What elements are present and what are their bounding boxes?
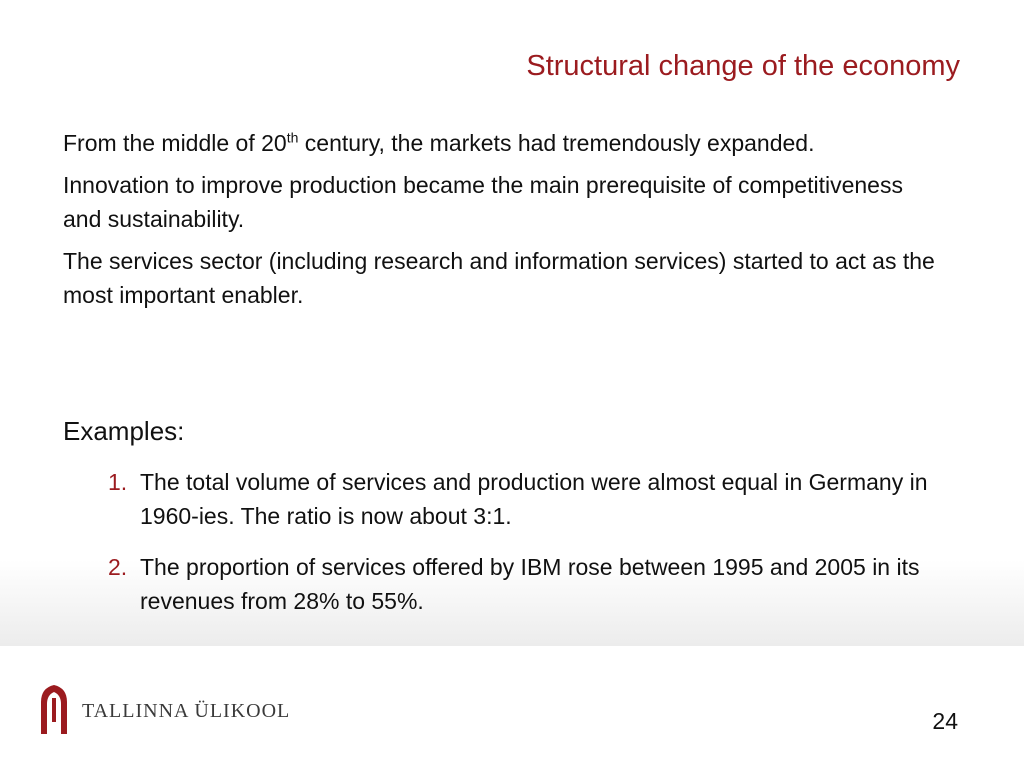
paragraph-markets-text-end: century, the markets had tremendously ex… [298, 130, 815, 156]
paragraph-innovation: Innovation to improve production became … [63, 172, 903, 232]
background-gradient-band [0, 560, 1024, 646]
list-item-number: 2. [108, 554, 128, 580]
list-item: 2. The proportion of services offered by… [108, 550, 968, 618]
paragraph-markets-text-start: From the middle of 20 [63, 130, 287, 156]
ordinal-superscript: th [286, 129, 299, 146]
paragraph-services: The services sector (including research … [63, 248, 935, 308]
slide-title: Structural change of the economy [526, 50, 960, 82]
paragraph-markets: From the middle of 20th century, the mar… [63, 126, 943, 160]
list-item: 1. The total volume of services and prod… [108, 465, 968, 533]
list-item-number: 1. [108, 469, 128, 495]
slide-body: From the middle of 20th century, the mar… [63, 126, 943, 320]
university-arch-icon [41, 685, 67, 734]
examples-list: 1. The total volume of services and prod… [108, 465, 968, 635]
examples-heading: Examples: [63, 416, 185, 446]
page-number: 24 [932, 708, 958, 734]
list-item-text: The total volume of services and product… [140, 469, 928, 529]
university-name: TALLINNA ÜLIKOOL [82, 699, 291, 722]
footer [0, 646, 1024, 768]
list-item-text: The proportion of services offered by IB… [140, 554, 920, 614]
university-logo: TALLINNA ÜLIKOOL [38, 684, 290, 734]
